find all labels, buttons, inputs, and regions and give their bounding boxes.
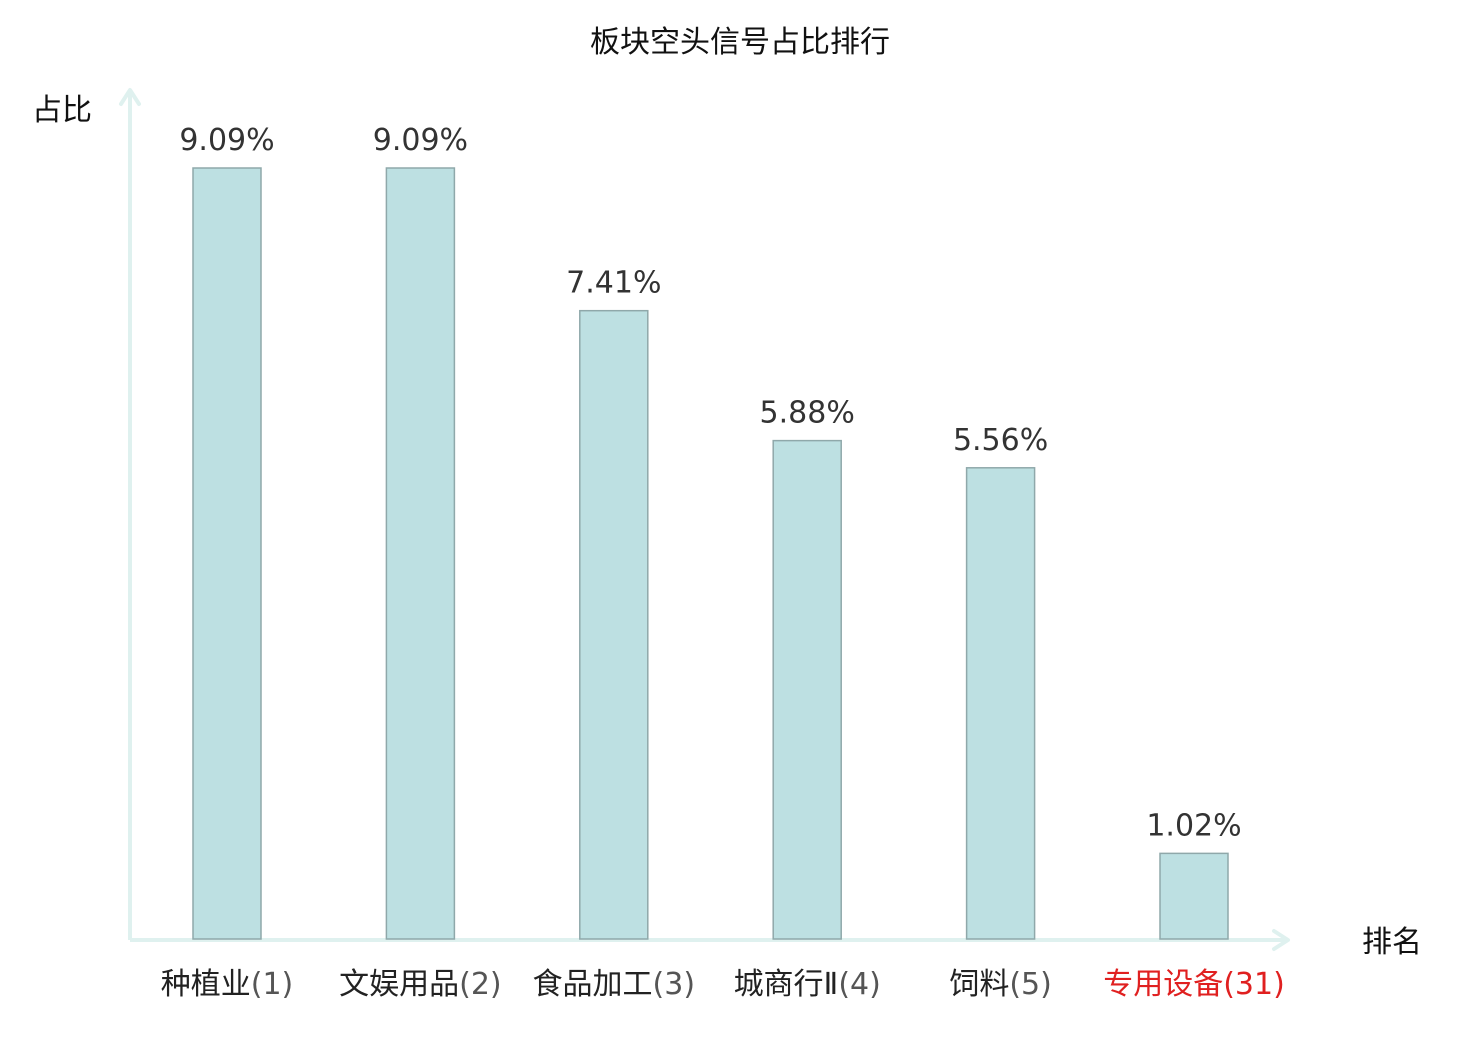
x-axis-arrow [1272, 929, 1290, 951]
category-name: 种植业 [161, 967, 251, 1002]
category-labels-group: 种植业(1) 文娱用品(2) 食品加工(3) 城商行Ⅱ(4) 饲料(5) 专用设备(31) [161, 967, 1285, 1002]
bars-group [192, 167, 1229, 940]
category-name: 专用设备 [1103, 967, 1223, 1002]
y-axis-label: 占比 [32, 93, 92, 128]
category-name: 文娱用品 [339, 967, 459, 1002]
y-axis-arrow [119, 88, 141, 106]
value-labels-group: 9.09% 9.09% 7.41% 5.88% 5.56% 1.02% [179, 123, 1241, 843]
category-label: 食品加工(3) [533, 967, 696, 1002]
category-rank: (1) [251, 967, 294, 1002]
value-label: 1.02% [1146, 808, 1241, 843]
category-rank: (5) [1009, 967, 1052, 1002]
category-label: 饲料(5) [949, 967, 1052, 1002]
value-label: 9.09% [373, 123, 468, 158]
category-rank: (4) [838, 967, 881, 1002]
category-rank: (31) [1223, 967, 1285, 1002]
category-rank: (3) [653, 967, 696, 1002]
category-label: 城商行Ⅱ(4) [734, 967, 881, 1002]
value-label: 7.41% [566, 266, 661, 301]
value-label: 5.56% [953, 423, 1048, 458]
category-name: 饲料 [949, 967, 1009, 1002]
bar [965, 467, 1036, 940]
bar [385, 167, 456, 940]
axes [119, 88, 1290, 951]
category-name: 城商行Ⅱ [734, 967, 839, 1002]
value-label: 5.88% [760, 396, 855, 431]
category-name: 食品加工 [533, 967, 653, 1002]
category-rank: (2) [459, 967, 502, 1002]
bar [1159, 852, 1229, 940]
bar [772, 439, 842, 940]
bar [579, 309, 649, 940]
category-label: 专用设备(31) [1103, 967, 1285, 1002]
x-axis-label: 排名 [1362, 925, 1422, 960]
bar [192, 167, 262, 940]
category-label: 种植业(1) [161, 967, 294, 1002]
chart-title: 板块空头信号占比排行 [590, 25, 890, 60]
category-label: 文娱用品(2) [339, 967, 502, 1002]
value-label: 9.09% [179, 123, 274, 158]
